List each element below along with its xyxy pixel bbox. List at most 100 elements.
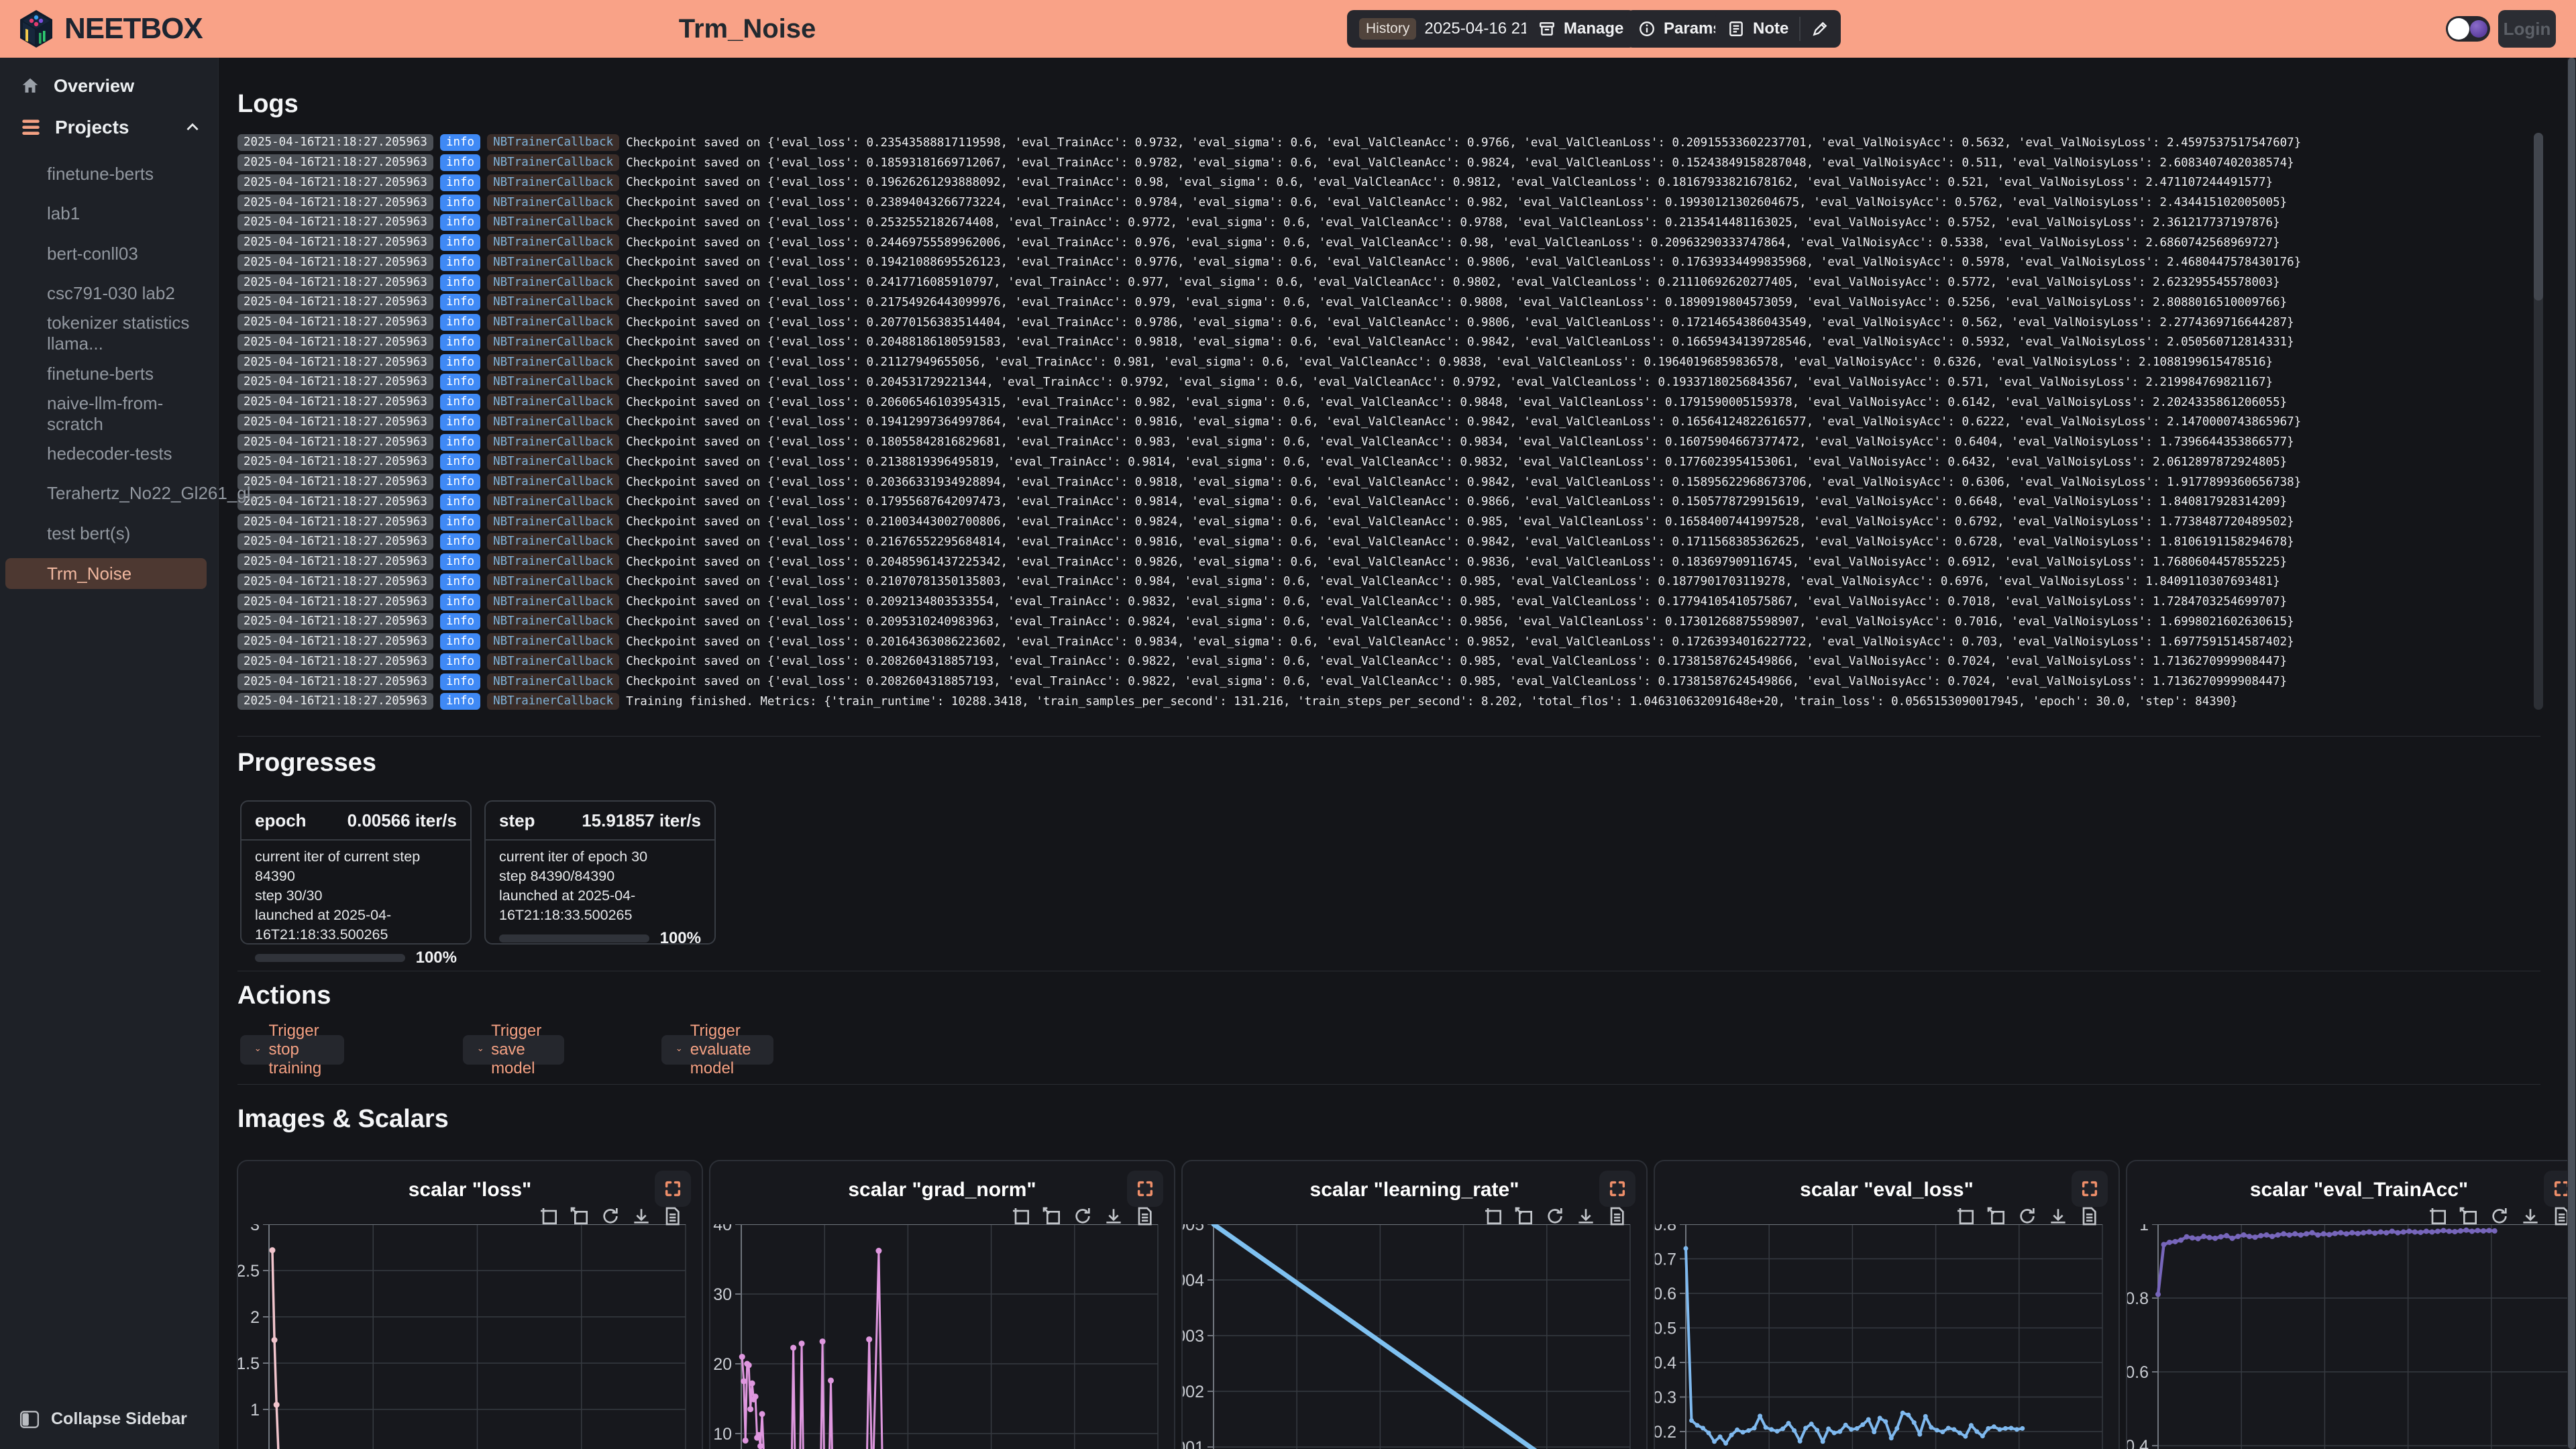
log-message: Checkpoint saved on {'eval_loss': 0.2354… bbox=[626, 136, 2302, 150]
log-source-badge: NBTrainerCallback bbox=[487, 573, 620, 590]
log-row: 2025-04-16T21:18:27.205963 info NBTrainerC… bbox=[237, 292, 2527, 313]
chart-plot[interactable]: 0.8 0.7 0.6 0.5 0.4 0.3 0.2 bbox=[1655, 1216, 2120, 1449]
brand[interactable]: NEETBOX bbox=[17, 0, 203, 58]
chart-plot[interactable]: 3 2.5 2 1.5 1 bbox=[238, 1216, 703, 1449]
zoom-reset-icon[interactable] bbox=[2458, 1205, 2479, 1227]
log-row: 2025-04-16T21:18:27.205963 info NBTrainerC… bbox=[237, 432, 2527, 452]
chevron-up-icon[interactable] bbox=[184, 119, 201, 136]
refresh-icon[interactable] bbox=[2489, 1205, 2510, 1227]
log-level-badge: info bbox=[439, 433, 481, 451]
trigger-action-button[interactable]: Trigger save model bbox=[462, 1022, 564, 1077]
trigger-action-button[interactable]: Trigger evaluate model bbox=[661, 1022, 774, 1077]
expand-button[interactable] bbox=[1127, 1171, 1163, 1207]
sidebar-item-project[interactable]: test bert(s) bbox=[47, 523, 131, 543]
chart-plot-area[interactable]: 005 004 003 002 001 bbox=[1183, 1216, 1648, 1449]
zoom-select-icon[interactable] bbox=[2427, 1205, 2449, 1227]
svg-text:1.5: 1.5 bbox=[238, 1354, 260, 1373]
login-button[interactable]: Login bbox=[2498, 10, 2556, 48]
expand-button[interactable] bbox=[2072, 1171, 2108, 1207]
collapse-sidebar-button[interactable]: Collapse Sidebar bbox=[20, 1409, 187, 1429]
sidebar-item-project[interactable]: finetune-berts bbox=[47, 363, 154, 384]
refresh-icon[interactable] bbox=[600, 1205, 621, 1227]
zoom-reset-icon[interactable] bbox=[1041, 1205, 1063, 1227]
chart-plot[interactable]: 10.80.60.40.2 bbox=[2127, 1216, 2576, 1449]
sidebar-item-overview[interactable]: Overview bbox=[0, 70, 219, 102]
refresh-icon[interactable] bbox=[2017, 1205, 2038, 1227]
svg-text:0.7: 0.7 bbox=[1655, 1250, 1676, 1269]
download-icon[interactable] bbox=[2047, 1205, 2069, 1227]
log-timestamp-badge: 2025-04-16T21:18:27.205963 bbox=[237, 693, 433, 710]
refresh-icon[interactable] bbox=[1544, 1205, 1566, 1227]
note-button-group[interactable]: Note bbox=[1715, 10, 1841, 48]
download-icon[interactable] bbox=[2520, 1205, 2541, 1227]
svg-text:005: 005 bbox=[1183, 1224, 1204, 1234]
trigger-action-button[interactable]: Trigger stop training bbox=[240, 1022, 344, 1077]
progress-card: step 15.91857 iter/s current iter of epoc… bbox=[484, 800, 716, 947]
log-level-badge: info bbox=[439, 693, 481, 710]
pencil-icon[interactable] bbox=[1811, 20, 1829, 38]
svg-text:3: 3 bbox=[250, 1224, 260, 1234]
log-level-badge: info bbox=[439, 154, 481, 172]
log-level-badge: info bbox=[439, 513, 481, 531]
chart-plot-area[interactable]: 3 2.5 2 1.5 1 bbox=[238, 1216, 703, 1449]
sidebar-item-project[interactable]: Terahertz_No22_Gl261_gl... bbox=[47, 483, 266, 504]
sidebar-item-projects[interactable]: Projects bbox=[0, 111, 219, 144]
images-scalars-heading: Images & Scalars bbox=[237, 1105, 449, 1133]
sidebar-item-project[interactable]: lab1 bbox=[47, 203, 80, 224]
log-row: 2025-04-16T21:18:27.205963 info NBTrainerC… bbox=[237, 133, 2527, 153]
download-icon[interactable] bbox=[631, 1205, 652, 1227]
expand-button[interactable] bbox=[1599, 1171, 1635, 1207]
action-label: Trigger stop training bbox=[268, 1022, 322, 1077]
menu-icon bbox=[22, 119, 40, 135]
log-message: Checkpoint saved on {'eval_loss': 0.2389… bbox=[626, 196, 2288, 210]
log-message: Checkpoint saved on {'eval_loss': 0.2045… bbox=[626, 375, 2273, 389]
zoom-select-icon[interactable] bbox=[1010, 1205, 1032, 1227]
sidebar-item-project[interactable]: tokenizer statistics llama... bbox=[47, 313, 190, 354]
log-source-badge: NBTrainerCallback bbox=[487, 493, 620, 511]
data-table-icon[interactable] bbox=[1134, 1205, 1155, 1227]
chart-plot-area[interactable]: 10.80.60.40.2 bbox=[2127, 1216, 2576, 1449]
log-row: 2025-04-16T21:18:27.205963 info NBTrainerC… bbox=[237, 272, 2527, 292]
log-message: Checkpoint saved on {'eval_loss': 0.2082… bbox=[626, 655, 2288, 669]
zoom-select-icon[interactable] bbox=[1955, 1205, 1976, 1227]
manage-button[interactable]: Manage bbox=[1526, 10, 1636, 48]
data-table-icon[interactable] bbox=[661, 1205, 683, 1227]
sidebar-item-project[interactable]: Trm_Noise bbox=[5, 558, 207, 589]
download-icon[interactable] bbox=[1103, 1205, 1124, 1227]
log-row: 2025-04-16T21:18:27.205963 info NBTrainerC… bbox=[237, 193, 2527, 213]
log-message: Checkpoint saved on {'eval_loss': 0.1942… bbox=[626, 256, 2302, 270]
sidebar-item-project[interactable]: naive-llm-from-scratch bbox=[47, 392, 164, 434]
data-table-icon[interactable] bbox=[2078, 1205, 2100, 1227]
sidebar-item-project[interactable]: csc791-030 lab2 bbox=[47, 283, 175, 304]
log-source-badge: NBTrainerCallback bbox=[487, 354, 620, 371]
log-source-badge: NBTrainerCallback bbox=[487, 593, 620, 610]
log-row: 2025-04-16T21:18:27.205963 info NBTrainerC… bbox=[237, 452, 2527, 472]
zoom-reset-icon[interactable] bbox=[569, 1205, 590, 1227]
data-table-icon[interactable] bbox=[1606, 1205, 1627, 1227]
logs-scrollbar[interactable] bbox=[2534, 133, 2543, 710]
log-message: Checkpoint saved on {'eval_loss': 0.2167… bbox=[626, 535, 2294, 549]
history-label: History bbox=[1359, 18, 1417, 40]
svg-text:0.6: 0.6 bbox=[2127, 1363, 2149, 1382]
sidebar-item-project[interactable]: bert-conll03 bbox=[47, 243, 138, 264]
page-scrollbar[interactable] bbox=[2567, 58, 2576, 1449]
log-level-badge: info bbox=[439, 413, 481, 431]
chart-plot-area[interactable]: 0.8 0.7 0.6 0.5 0.4 0.3 0.2 bbox=[1655, 1216, 2120, 1449]
chart-plot-area[interactable]: 40 30 20 10 bbox=[710, 1216, 1175, 1449]
download-icon[interactable] bbox=[1575, 1205, 1597, 1227]
chart-plot[interactable]: 40 30 20 10 bbox=[710, 1216, 1175, 1449]
log-row: 2025-04-16T21:18:27.205963 info NBTrainerC… bbox=[237, 413, 2527, 433]
log-message: Checkpoint saved on {'eval_loss': 0.1859… bbox=[626, 156, 2294, 170]
zoom-reset-icon[interactable] bbox=[1986, 1205, 2007, 1227]
chart-plot[interactable]: 005 004 003 002 001 bbox=[1183, 1216, 1648, 1449]
progress-title: epoch bbox=[255, 810, 307, 830]
zoom-select-icon[interactable] bbox=[1483, 1205, 1504, 1227]
log-timestamp-badge: 2025-04-16T21:18:27.205963 bbox=[237, 294, 433, 311]
sidebar-item-project[interactable]: finetune-berts bbox=[47, 163, 154, 184]
expand-button[interactable] bbox=[655, 1171, 691, 1207]
zoom-reset-icon[interactable] bbox=[1513, 1205, 1535, 1227]
zoom-select-icon[interactable] bbox=[538, 1205, 559, 1227]
refresh-icon[interactable] bbox=[1072, 1205, 1093, 1227]
theme-toggle[interactable] bbox=[2446, 16, 2490, 42]
sidebar-item-project[interactable]: hedecoder-tests bbox=[47, 443, 172, 464]
